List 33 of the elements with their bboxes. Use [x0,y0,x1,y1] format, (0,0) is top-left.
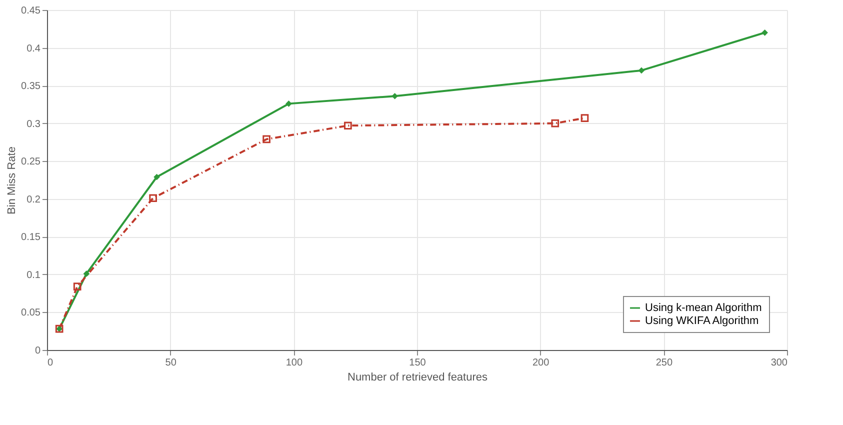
point [154,174,160,180]
y-tick-label: 0.35 [21,81,41,92]
y-tick-label: 0.4 [26,43,41,54]
x-tick-label: 200 [532,358,550,368]
legend-label: Using WKIFA Algorithm [645,315,759,327]
point [392,92,398,100]
x-tick-label: 250 [656,358,673,368]
point [149,194,157,202]
point [762,30,768,36]
point [262,135,270,144]
point [344,122,352,130]
y-tick-label: 0.2 [26,194,41,206]
y-axis-title: Bin Miss Rate [6,146,18,214]
y-tick-label: 0.15 [21,232,41,244]
point [286,100,292,107]
x-tick-label: 50 [165,358,177,368]
y-tick-label: 0 [34,346,41,356]
point [83,270,90,277]
y-tick-label: 0.1 [26,270,41,281]
y-tick-label: 0.45 [21,6,41,16]
y-tick-label: 0.25 [21,156,41,168]
point [551,119,560,128]
x-axis-title: Number of retrieved features [347,372,488,384]
legend-label: Using k-mean Algorithm [645,302,762,314]
x-tick-label: 150 [409,358,426,368]
x-tick-label: 300 [770,358,788,368]
x-tick-label: 100 [286,358,303,368]
point [73,282,82,290]
point [638,67,645,74]
x-tick-label: 0 [48,358,54,368]
y-tick-label: 0.3 [26,118,41,130]
y-tick-label: 0.05 [21,308,41,319]
point [580,114,589,122]
